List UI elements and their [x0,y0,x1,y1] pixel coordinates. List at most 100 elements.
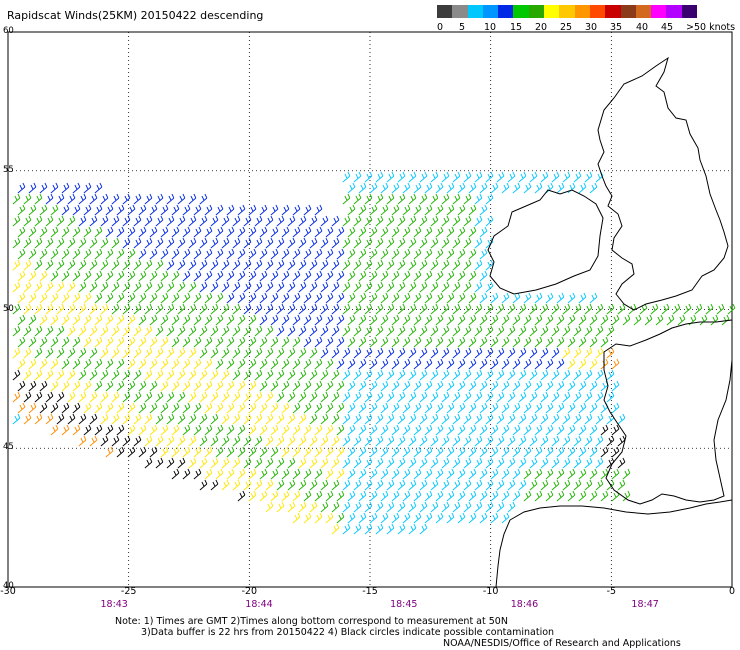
wind-barb [441,391,450,403]
wind-barb [463,281,472,293]
wind-barb [314,292,323,304]
wind-barb [430,347,439,359]
wind-barb [89,325,98,337]
wind-barb [430,237,439,249]
wind-barb [72,270,81,282]
wind-barb [386,303,395,315]
wind-barb [507,391,516,403]
wind-barb [144,325,153,337]
wind-barb [463,303,472,315]
wind-barb [94,182,103,194]
wind-barb [413,292,422,304]
wind-barb [105,402,114,414]
wind-barb [441,413,450,425]
wind-barb [595,303,604,315]
wind-barb [358,226,367,238]
wind-barb [386,413,395,425]
wind-barb [100,259,109,271]
wind-barb [562,303,571,315]
wind-barb [320,325,329,337]
wind-barb [606,303,615,315]
wind-barb [254,347,263,359]
wind-barb [325,248,334,260]
wind-barb [386,479,395,491]
wind-barb [56,259,65,271]
wind-barb [56,369,65,381]
wind-barb [116,292,125,304]
wind-barb [298,457,307,469]
wind-barb [243,457,252,469]
wind-barb [50,270,59,282]
wind-barb [611,424,620,436]
wind-barb [105,336,114,348]
wind-barb [419,215,428,227]
wind-barb [342,501,351,513]
wind-barb [331,347,340,359]
wind-barb [468,490,477,502]
wind-barb [402,424,411,436]
wind-barb [386,347,395,359]
wind-barb [435,270,444,282]
wind-barb [336,402,345,414]
wind-barb [408,193,417,205]
credit-line: NOAA/NESDIS/Office of Research and Appli… [443,638,681,649]
wind-barb [336,292,345,304]
wind-barb [210,413,219,425]
wind-barb [188,391,197,403]
legend-swatch [544,5,560,18]
wind-barb [166,303,175,315]
wind-barb [441,303,450,315]
wind-barb [248,490,257,502]
wind-barb [688,314,697,326]
wind-barb [468,358,477,370]
wind-barb [435,336,444,348]
wind-barb [457,248,466,260]
wind-barb [144,259,153,271]
wind-barb [116,380,125,392]
legend-swatch [559,5,576,18]
wind-barb [540,479,549,491]
wind-barb [67,259,76,271]
wind-barb [72,314,81,326]
wind-barb [501,380,510,392]
legend-label: 5 [459,22,466,33]
wind-barb [254,303,263,315]
legend-swatch [498,5,514,18]
wind-barb [259,380,268,392]
wind-barb [578,402,587,414]
wind-barb [397,281,406,293]
wind-barb [496,457,505,469]
wind-barb [353,391,362,403]
wind-barb [325,402,334,414]
wind-barb [479,490,488,502]
wind-barb [567,380,576,392]
wind-barb [452,237,461,249]
wind-barb [320,435,329,447]
map-title: Rapidscat Winds(25KM) 20150422 descendin… [7,9,264,22]
wind-barb [402,380,411,392]
wind-barb [243,435,252,447]
wind-barb [430,193,439,205]
wind-barb [331,237,340,249]
wind-barb [248,468,257,480]
wind-barb [89,237,98,249]
wind-barb [138,226,147,238]
wind-barb [45,193,54,205]
wind-barb [72,424,81,436]
wind-barb [100,435,109,447]
wind-barb [116,270,125,282]
wind-barb [562,369,571,381]
wind-barb [94,248,103,260]
wind-barb [83,204,92,216]
wind-barb [589,468,598,480]
wind-barb [61,204,70,216]
wind-barb [155,237,164,249]
wind-barb [534,314,543,326]
wind-barb [155,281,164,293]
wind-barb [474,215,483,227]
wind-barb [375,413,384,425]
wind-barb [534,402,543,414]
wind-barb [270,424,279,436]
wind-barb [534,490,543,502]
wind-barb [303,380,312,392]
